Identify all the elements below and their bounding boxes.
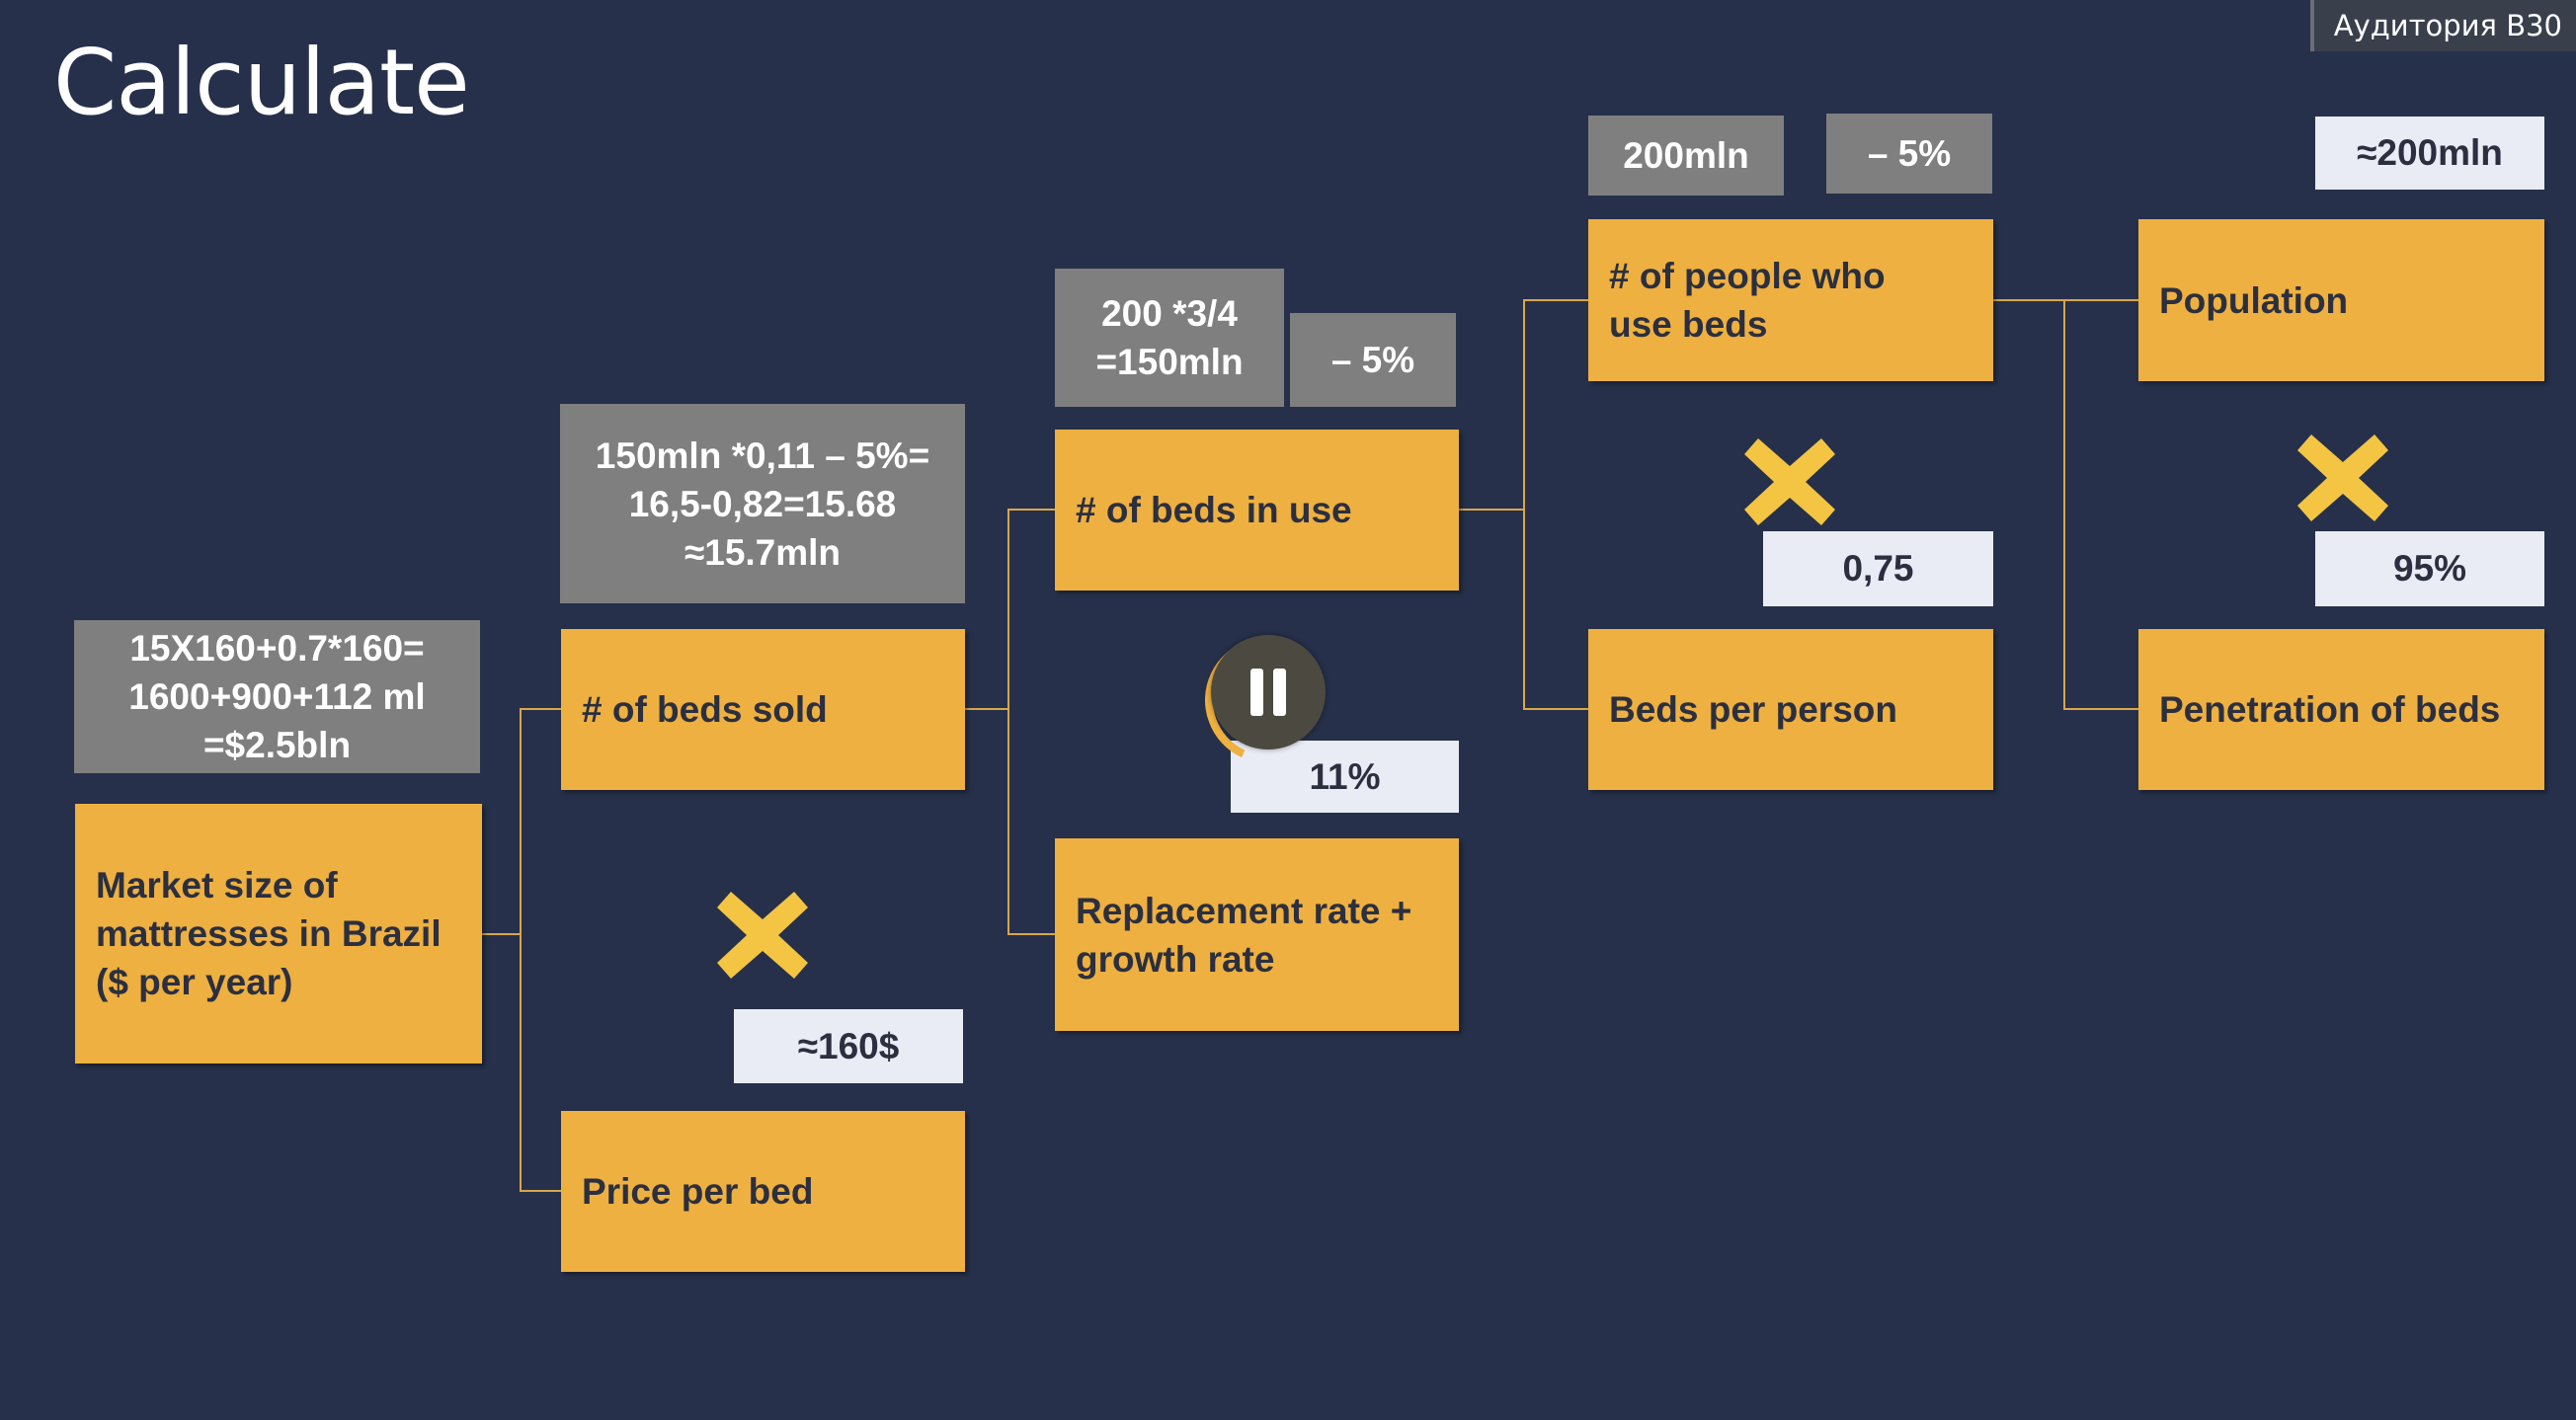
- node-label: Beds per person: [1609, 689, 1897, 730]
- node-beds-in-use: # of beds in use: [1055, 430, 1459, 591]
- calc-beds-sold: 150mln *0,11 – 5%= 16,5-0,82=15.68 ≈15.7…: [560, 404, 965, 603]
- node-replacement-rate: Replacement rate + growth rate: [1055, 838, 1459, 1031]
- slide-title: Calculate: [53, 30, 470, 135]
- calc-people: 200mln: [1588, 116, 1784, 196]
- node-label: # of beds sold: [582, 689, 828, 730]
- node-people-use-beds: # of people who use beds: [1588, 219, 1993, 381]
- value-price: ≈160$: [734, 1009, 963, 1083]
- multiply-icon: [1744, 438, 1835, 525]
- multiply-icon: [2297, 434, 2388, 521]
- calc-beds-in-use: 200 *3/4 =150mln: [1055, 269, 1284, 407]
- node-label: Penetration of beds: [2159, 689, 2501, 730]
- pause-button[interactable]: [1211, 635, 1326, 749]
- room-label: Аудитория В30: [2309, 0, 2576, 51]
- multiply-icon: [717, 892, 808, 979]
- node-market-size: Market size of mattresses in Brazil ($ p…: [75, 804, 482, 1064]
- calc-market-size: 15X160+0.7*160= 1600+900+112 ml =$2.5bln: [74, 620, 480, 773]
- node-label: # of beds in use: [1076, 490, 1352, 530]
- pause-icon: [1250, 669, 1263, 716]
- node-beds-sold: # of beds sold: [561, 629, 965, 790]
- node-label: Replacement rate + growth rate: [1076, 890, 1412, 980]
- node-population: Population: [2138, 219, 2544, 381]
- node-price-per-bed: Price per bed: [561, 1111, 965, 1272]
- calc-beds-in-use-adjustment: – 5%: [1290, 313, 1456, 407]
- node-label: Population: [2159, 279, 2349, 321]
- value-population: ≈200mln: [2315, 117, 2544, 190]
- calc-people-adjustment: – 5%: [1826, 114, 1992, 194]
- node-label: # of people who use beds: [1609, 256, 1886, 345]
- node-label: Price per bed: [582, 1171, 814, 1212]
- value-penetration: 95%: [2315, 531, 2544, 606]
- node-label: Market size of mattresses in Brazil ($ p…: [96, 865, 442, 1002]
- value-replacement: 11%: [1231, 741, 1459, 813]
- node-beds-per-person: Beds per person: [1588, 629, 1993, 790]
- value-beds-per-person: 0,75: [1763, 531, 1993, 606]
- node-penetration: Penetration of beds: [2138, 629, 2544, 790]
